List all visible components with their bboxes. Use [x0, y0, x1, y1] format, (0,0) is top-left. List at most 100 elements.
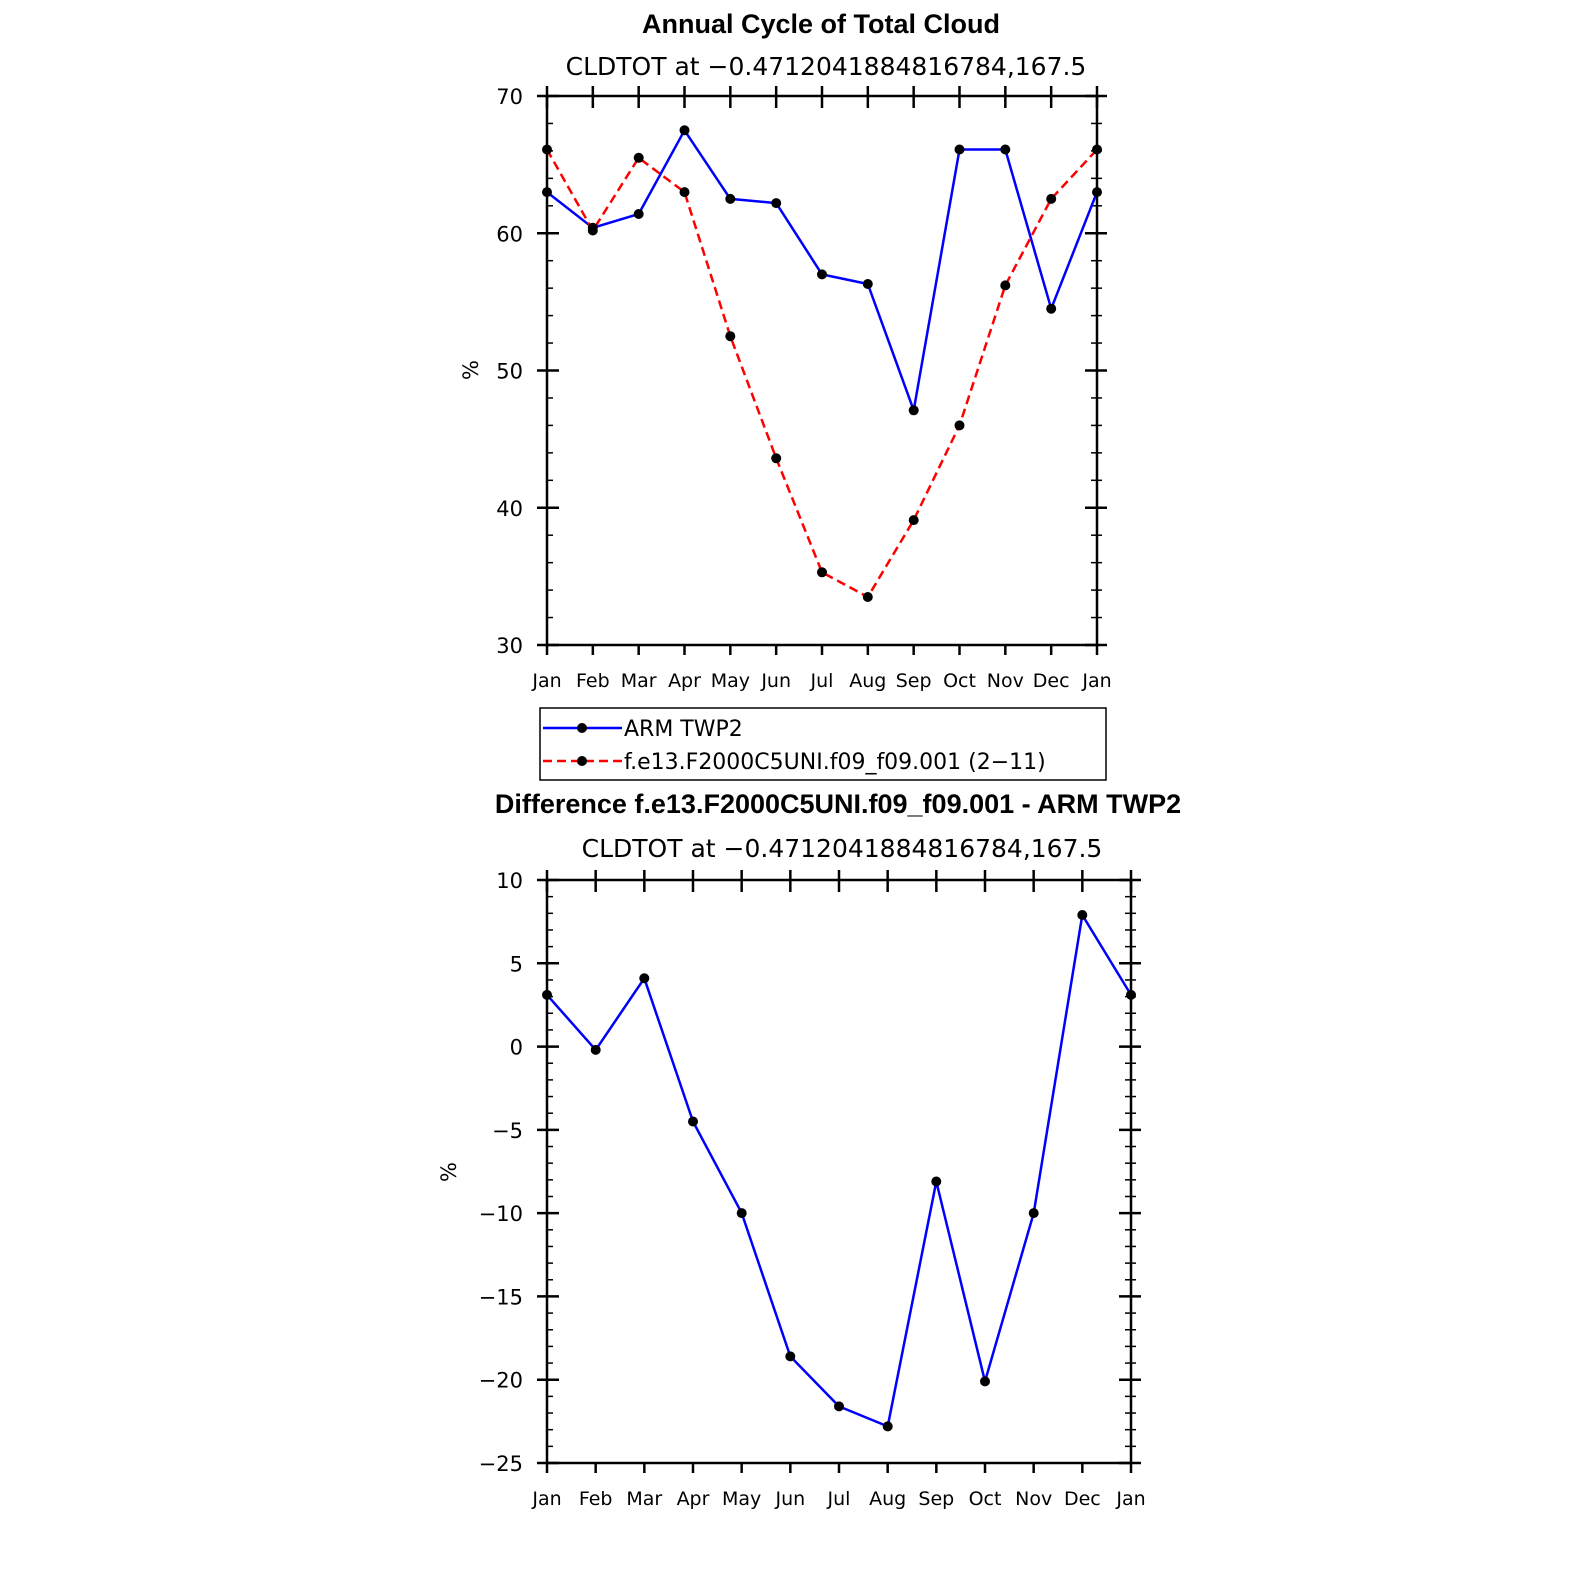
- y-tick-label: 50: [496, 360, 523, 384]
- legend-label-arm: ARM TWP2: [624, 717, 743, 742]
- y-tick-label: −10: [479, 1202, 523, 1226]
- y-tick-labels: 30 40 50 60 70: [496, 85, 523, 658]
- data-point: [908, 405, 919, 416]
- y-tick-labels: −25 −20 −15 −10 −5 0 5 10: [479, 869, 523, 1476]
- data-point: [633, 209, 644, 219]
- data-point: [771, 453, 782, 464]
- x-tick-label: Jun: [760, 670, 791, 692]
- data-point: [954, 144, 965, 155]
- data-point: [1092, 187, 1102, 198]
- data-point: [908, 515, 919, 526]
- x-tick-label: Jan: [1081, 670, 1111, 692]
- chart-subtitle: CLDTOT at −0.4712041884816784,167.5: [566, 52, 1087, 81]
- data-point: [679, 125, 690, 136]
- data-point: [1126, 989, 1136, 1000]
- x-tick-label: Feb: [576, 670, 610, 692]
- chart-title: Annual Cycle of Total Cloud: [642, 9, 1000, 39]
- legend-label-model: f.e13.F2000C5UNI.f09_f09.001 (2−11): [624, 750, 1046, 775]
- series-lines: [542, 910, 1136, 1432]
- x-tick-label: Jul: [810, 670, 834, 692]
- data-point: [931, 1176, 942, 1187]
- y-tick-label: 70: [496, 85, 523, 109]
- data-point: [1028, 1208, 1039, 1219]
- y-tick-label: −15: [479, 1285, 523, 1309]
- x-tick-label: Oct: [943, 670, 976, 692]
- legend-box: [539, 707, 1107, 781]
- data-point: [639, 973, 650, 984]
- difference-chart: Difference f.e13.F2000C5UNI.f09_f09.001 …: [437, 789, 1181, 1510]
- x-tick-label: May: [722, 1488, 761, 1510]
- legend-marker-arm: [577, 723, 587, 733]
- y-tick-label: 30: [496, 634, 523, 658]
- data-point: [882, 1421, 893, 1432]
- data-point: [725, 331, 736, 342]
- x-tick-label: Jun: [774, 1488, 805, 1510]
- x-tick-label: Jan: [531, 670, 561, 692]
- chart-subtitle: CLDTOT at −0.4712041884816784,167.5: [582, 834, 1103, 863]
- plot-frame: [545, 878, 1133, 1465]
- x-tick-label: May: [711, 670, 750, 692]
- data-point: [1046, 303, 1057, 314]
- data-point: [980, 1376, 990, 1387]
- data-point: [1046, 193, 1057, 204]
- x-tick-label: Jul: [827, 1488, 851, 1510]
- data-point: [817, 269, 827, 280]
- y-tick-label: −20: [479, 1369, 523, 1393]
- x-tick-label: Apr: [668, 670, 701, 692]
- x-tick-label: Dec: [1064, 1488, 1101, 1510]
- x-tick-label: Mar: [626, 1488, 662, 1510]
- x-tick-label: Jan: [531, 1488, 561, 1510]
- data-point: [590, 1044, 601, 1055]
- x-tick-label: Aug: [849, 670, 886, 692]
- data-point: [633, 152, 644, 163]
- data-point: [862, 592, 873, 602]
- legend: ARM TWP2 f.e13.F2000C5UNI.f09_f09.001 (2…: [539, 707, 1107, 781]
- data-point: [862, 279, 873, 289]
- y-axis-label: %: [459, 360, 483, 380]
- annual-cycle-chart: Annual Cycle of Total Cloud CLDTOT at −0…: [459, 9, 1112, 781]
- y-tick-label: −25: [479, 1452, 523, 1476]
- data-point: [542, 187, 552, 198]
- tick-marks: [537, 870, 1141, 1473]
- y-tick-label: 40: [496, 497, 523, 521]
- data-point: [587, 225, 598, 236]
- data-point: [1092, 144, 1102, 155]
- data-point: [542, 144, 552, 155]
- y-tick-label: 0: [510, 1036, 523, 1060]
- legend-marker-model: [577, 756, 587, 766]
- x-tick-label: Oct: [969, 1488, 1002, 1510]
- x-tick-label: Nov: [987, 670, 1024, 692]
- x-tick-label: Sep: [918, 1488, 954, 1510]
- x-tick-labels: Jan Feb Mar Apr May Jun Jul Aug Sep Oct Nov Dec Jan: [531, 670, 1111, 692]
- data-point: [688, 1116, 698, 1127]
- tick-marks: [537, 86, 1107, 655]
- x-tick-label: Aug: [869, 1488, 906, 1510]
- data-point: [771, 198, 782, 209]
- y-tick-label: 60: [496, 222, 523, 246]
- data-point: [1077, 910, 1088, 920]
- x-tick-label: Dec: [1033, 670, 1070, 692]
- data-point: [736, 1208, 747, 1219]
- data-point: [542, 989, 552, 1000]
- series-lines: [542, 125, 1102, 602]
- x-tick-label: Mar: [621, 670, 657, 692]
- chart-title: Difference f.e13.F2000C5UNI.f09_f09.001 …: [495, 789, 1181, 819]
- data-point: [679, 187, 690, 198]
- x-tick-labels: Jan Feb Mar Apr May Jun Jul Aug Sep Oct Nov Dec Jan: [531, 1488, 1145, 1510]
- data-point: [1000, 280, 1011, 291]
- y-tick-label: 10: [496, 869, 523, 893]
- series-line-0: [546, 913, 1133, 1428]
- x-tick-label: Jan: [1115, 1488, 1145, 1510]
- data-point: [817, 567, 827, 578]
- x-tick-label: Nov: [1015, 1488, 1052, 1510]
- y-axis-label: %: [437, 1162, 461, 1182]
- data-point: [785, 1351, 796, 1362]
- data-point: [1000, 144, 1011, 155]
- x-tick-label: Feb: [579, 1488, 613, 1510]
- y-tick-label: −5: [492, 1119, 523, 1143]
- data-point: [725, 193, 736, 204]
- data-point: [834, 1401, 844, 1412]
- y-tick-label: 5: [510, 952, 523, 976]
- x-tick-label: Apr: [677, 1488, 710, 1510]
